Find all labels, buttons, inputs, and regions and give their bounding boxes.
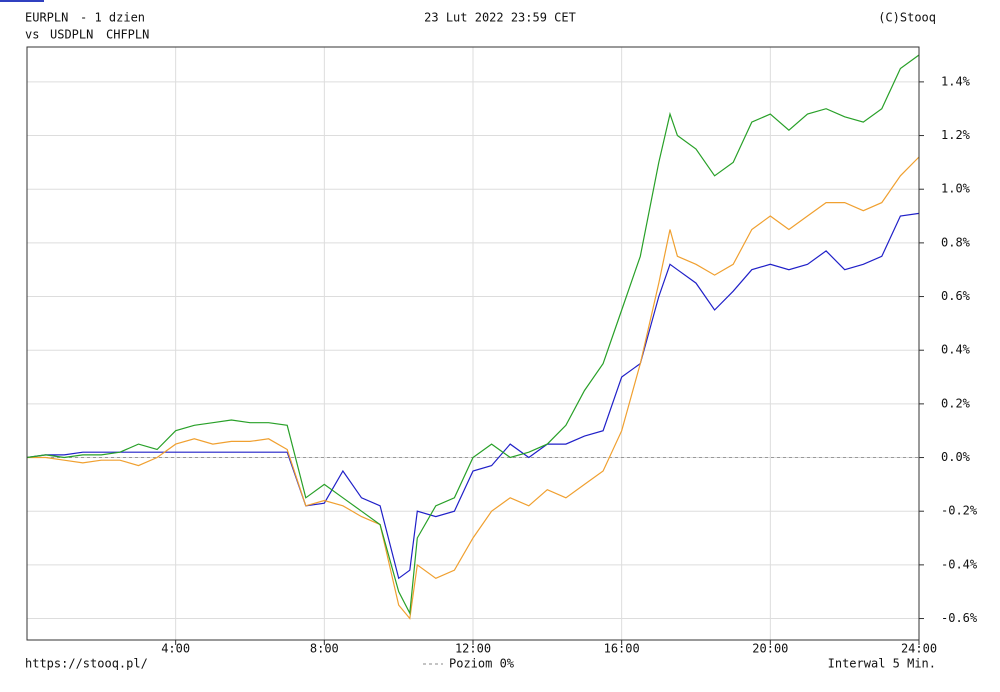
y-tick-label: 0.6% [941, 289, 971, 303]
legend-entry: USDPLN [50, 28, 93, 42]
corner-accent [0, 0, 44, 2]
reference-legend-label: Poziom 0% [449, 657, 515, 671]
y-tick-label: 0.4% [941, 343, 971, 357]
x-tick-label: 16:00 [604, 642, 640, 656]
legend-entry: CHFPLN [106, 28, 149, 42]
x-tick-label: 8:00 [310, 642, 339, 656]
interval: Interwal 5 Min. [828, 657, 936, 671]
x-tick-label: 20:00 [752, 642, 788, 656]
chart-title: 23 Lut 2022 23:59 CET [424, 11, 576, 25]
chart-subtitle: - 1 dzien [80, 11, 145, 25]
legend-entry: EURPLN [25, 11, 68, 25]
y-tick-label: 1.2% [941, 128, 971, 142]
url: https://stooq.pl/ [25, 657, 148, 671]
y-tick-label: 0.2% [941, 396, 971, 410]
y-tick-label: -0.2% [941, 504, 978, 518]
y-tick-label: -0.4% [941, 557, 978, 571]
x-tick-label: 24:00 [901, 642, 937, 656]
y-tick-label: 0.8% [941, 235, 971, 249]
x-tick-label: 12:00 [455, 642, 491, 656]
y-tick-label: 1.0% [941, 182, 971, 196]
y-tick-label: 1.4% [941, 74, 971, 88]
y-tick-label: 0.0% [941, 450, 971, 464]
source: (C)Stooq [878, 11, 936, 25]
plot-frame [26, 46, 920, 641]
series-line [26, 212, 920, 580]
x-tick-label: 4:00 [161, 642, 190, 656]
series-line [26, 54, 920, 616]
y-tick-label: -0.6% [941, 611, 978, 625]
vs-label: vs [25, 28, 39, 42]
series-line [27, 156, 920, 620]
